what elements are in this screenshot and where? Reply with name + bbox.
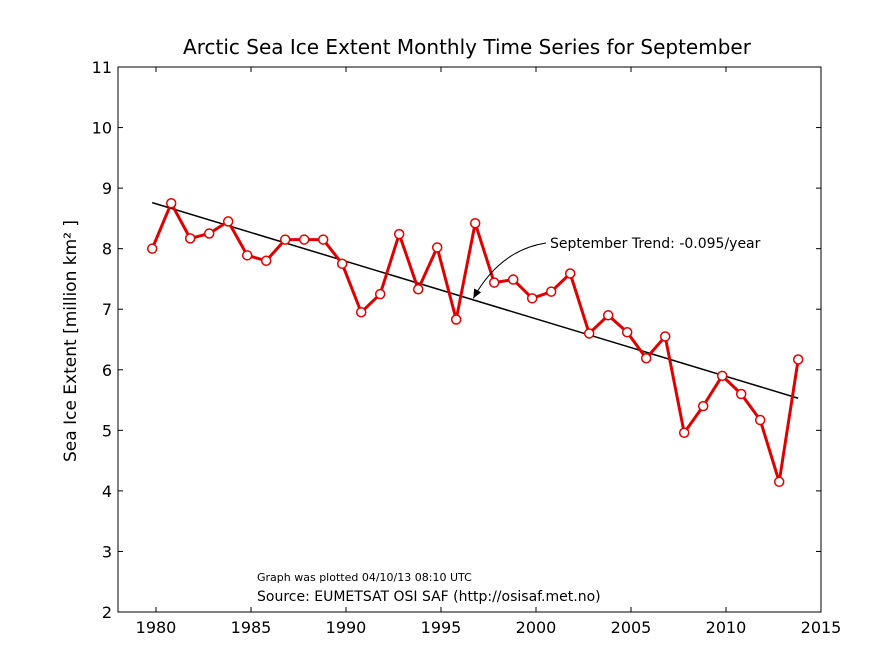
data-point <box>526 293 538 304</box>
data-point <box>184 233 196 244</box>
data-point <box>146 243 158 254</box>
data-point <box>298 234 310 245</box>
y-tick-label: 6 <box>102 361 112 380</box>
y-tick-label: 4 <box>102 482 112 501</box>
annotation-arrow <box>472 242 547 299</box>
data-point <box>564 268 576 279</box>
axis-ticks: 1980 1985 1990 1995 2000 2005 2010 2015 2 3 4 5 6 7 8 9… <box>92 58 842 637</box>
y-tick-label: 7 <box>102 300 112 319</box>
footer-plotted-note: Graph was plotted 04/10/13 08:10 UTC <box>257 571 472 584</box>
footer-source: Source: EUMETSAT OSI SAF (http://osisaf.… <box>257 589 601 605</box>
chart-title: Arctic Sea Ice Extent Monthly Time Serie… <box>183 35 752 59</box>
data-point <box>374 288 386 300</box>
data-point <box>545 286 557 297</box>
data-point <box>165 198 177 209</box>
data-point <box>773 476 785 488</box>
y-tick-label: 5 <box>102 421 112 440</box>
y-tick-label: 8 <box>102 240 112 259</box>
data-point <box>507 274 519 285</box>
data-point <box>336 258 348 270</box>
y-tick-label: 2 <box>102 603 112 622</box>
data-point <box>279 234 291 245</box>
trend-line-group <box>151 201 799 399</box>
data-point <box>203 228 215 239</box>
data-point <box>716 370 728 382</box>
data-point <box>621 326 633 338</box>
data-point <box>583 328 595 339</box>
data-point <box>355 307 367 318</box>
data-point <box>260 255 272 267</box>
data-point <box>754 414 766 426</box>
y-axis-label: Sea Ice Extent [million km² ] <box>61 220 81 462</box>
trend-line <box>151 201 799 399</box>
y-tick-label: 3 <box>102 542 112 561</box>
y-tick-label: 11 <box>92 58 112 77</box>
x-tick-label: 2000 <box>516 618 557 637</box>
x-tick-label: 2005 <box>611 618 652 637</box>
x-tick-label: 1995 <box>421 618 462 637</box>
data-point <box>697 400 709 412</box>
x-tick-label: 2015 <box>801 618 842 637</box>
data-point <box>678 427 690 439</box>
data-point <box>735 388 747 400</box>
data-point <box>469 217 481 229</box>
x-tick-label: 2010 <box>706 618 747 637</box>
data-point <box>241 250 253 261</box>
data-point <box>431 242 443 253</box>
y-tick-label: 9 <box>102 179 112 198</box>
data-point <box>488 277 500 288</box>
trend-annotation-text: September Trend: -0.095/year <box>550 236 761 252</box>
data-point <box>412 283 424 295</box>
annotation-arrowhead <box>473 288 482 299</box>
series-group <box>146 198 804 488</box>
data-point <box>450 314 462 325</box>
data-point <box>640 353 652 364</box>
data-point <box>393 228 405 240</box>
y-tick-label: 10 <box>92 119 112 138</box>
data-point <box>317 234 329 245</box>
x-tick-label: 1985 <box>231 618 272 637</box>
x-tick-label: 1990 <box>326 618 367 637</box>
annotation-group: September Trend: -0.095/year <box>472 236 761 299</box>
x-tick-label: 1980 <box>136 618 177 637</box>
data-point <box>222 216 234 227</box>
data-point <box>659 331 671 342</box>
data-point <box>602 310 614 321</box>
data-point <box>792 354 804 365</box>
plot-area <box>117 66 822 613</box>
